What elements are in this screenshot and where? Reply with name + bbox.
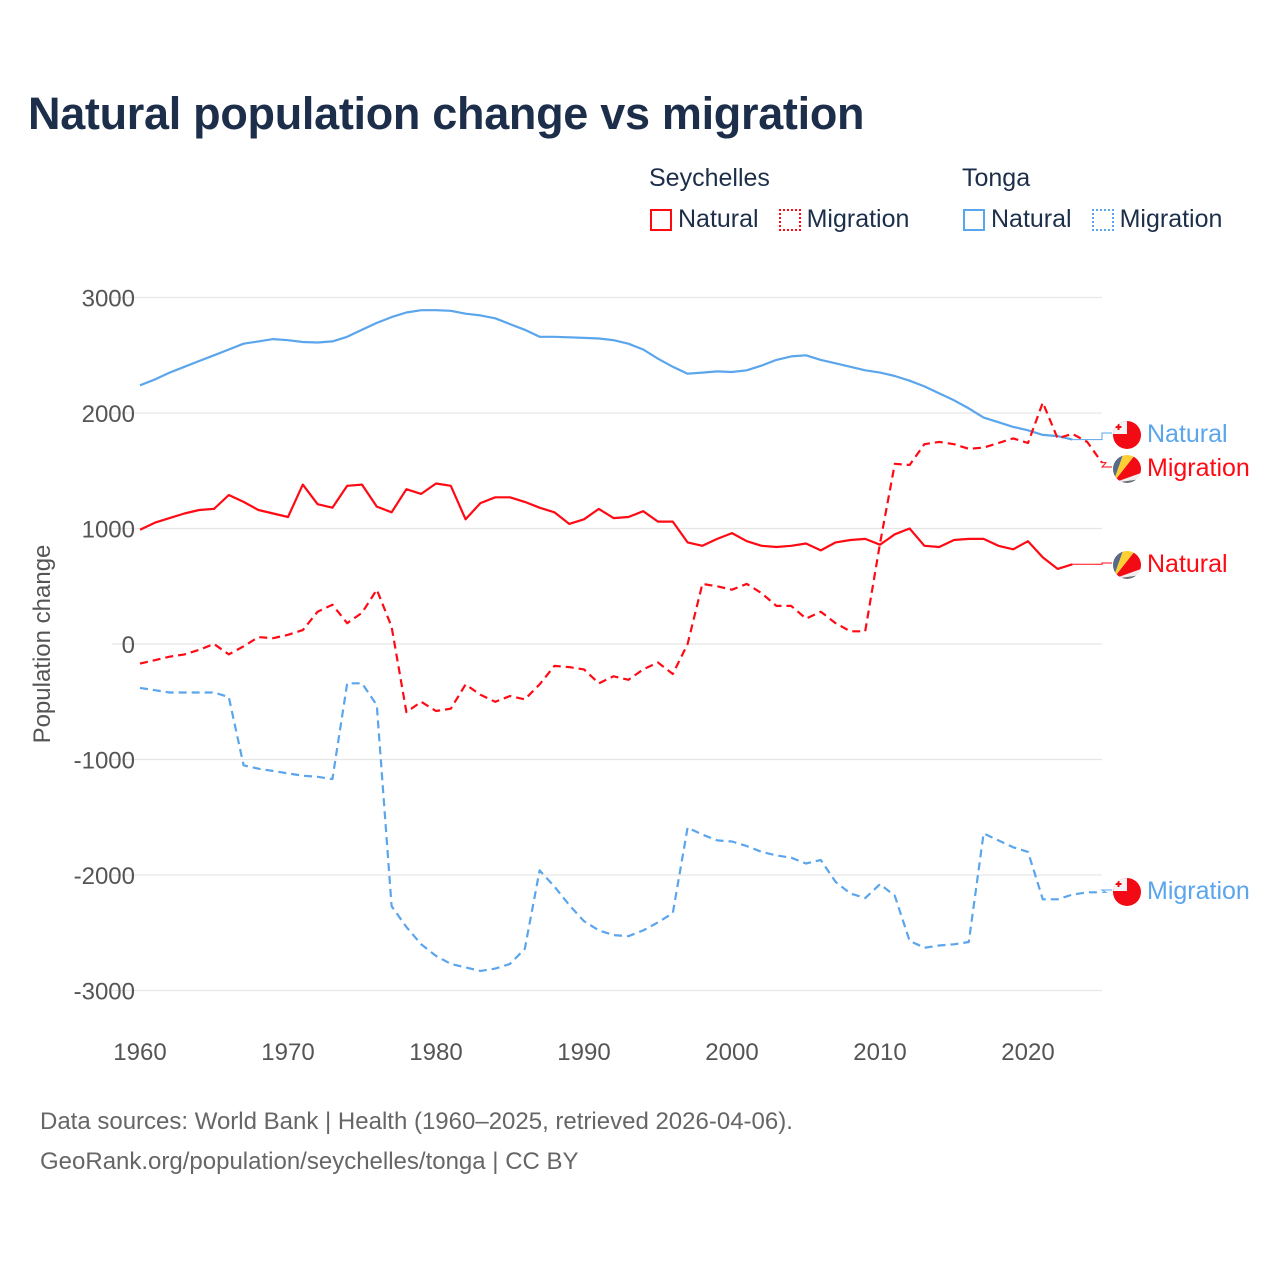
end-label: Natural xyxy=(1147,550,1228,578)
legend-swatch-dotted xyxy=(1091,208,1114,231)
x-tick-label: 1960 xyxy=(113,1039,166,1066)
legend-label: Natural xyxy=(991,205,1072,233)
y-tick-label: 2000 xyxy=(82,401,135,428)
series-line-seychelles-natural xyxy=(139,482,1073,570)
flag-cross xyxy=(1115,881,1122,887)
x-axis-ticks: 1960 1970 1980 1990 2000 2010 2020 xyxy=(113,1039,1054,1066)
legend-label: Natural xyxy=(678,205,759,233)
end-label-connector xyxy=(1100,889,1112,893)
flag-body xyxy=(1113,455,1141,483)
end-label: Migration xyxy=(1147,454,1250,482)
flag-body xyxy=(1113,551,1141,579)
y-tick-label: 1000 xyxy=(82,517,135,544)
legend-seychelles-migration[interactable]: Migration xyxy=(778,205,910,234)
series-lines xyxy=(139,309,1103,972)
x-tick-label: 2010 xyxy=(853,1039,906,1066)
legend-tonga-migration[interactable]: Migration xyxy=(1091,205,1223,234)
end-label: Migration xyxy=(1147,877,1250,905)
y-tick-label: -2000 xyxy=(74,863,135,890)
legend-swatch-dotted xyxy=(778,208,801,231)
legend-swatch-solid xyxy=(650,208,672,231)
legend-tonga: Natural Migration xyxy=(963,205,1222,234)
legend-group-seychelles: Seychelles xyxy=(649,164,770,192)
x-tick-label: 2020 xyxy=(1001,1039,1054,1066)
flag-body xyxy=(1113,421,1141,449)
flag-red xyxy=(1113,455,1141,483)
x-tick-label: 1980 xyxy=(409,1039,462,1066)
flag-body xyxy=(1113,878,1141,906)
seychelles-flag-icon xyxy=(1113,455,1141,483)
y-tick-label: -3000 xyxy=(74,979,135,1006)
series-line-tonga-migration xyxy=(139,682,1102,972)
source-line-1: Data sources: World Bank | Health (1960–… xyxy=(40,1108,793,1135)
legend-label: Migration xyxy=(806,205,910,233)
tonga-flag-icon xyxy=(1113,878,1141,906)
series-line-seychelles-migration xyxy=(139,401,1103,714)
x-tick-label: 1990 xyxy=(557,1039,610,1066)
gridlines xyxy=(112,296,1102,992)
end-label-connector xyxy=(1072,562,1112,565)
tonga-flag-icon xyxy=(1113,421,1141,449)
series-line-tonga-natural xyxy=(139,309,1073,441)
y-axis-label: Population change xyxy=(29,545,56,744)
chart-title: Natural population change vs migration xyxy=(28,88,865,139)
legend-swatch-solid xyxy=(963,208,985,231)
legend-tonga-natural[interactable]: Natural xyxy=(963,205,1072,234)
legend-label: Migration xyxy=(1119,205,1223,233)
y-axis-ticks: 3000 2000 1000 0 -1000 -2000 -3000 xyxy=(74,286,135,1006)
end-labels: Natural Migration Natural Migration xyxy=(1072,420,1250,906)
y-tick-label: -1000 xyxy=(74,748,135,775)
legend-group-tonga: Tonga xyxy=(962,164,1031,192)
end-label: Natural xyxy=(1147,420,1228,448)
source-line-2: GeoRank.org/population/seychelles/tonga … xyxy=(40,1148,579,1175)
legend-seychelles-natural[interactable]: Natural xyxy=(650,205,759,234)
flag-cross xyxy=(1115,424,1122,430)
legend-seychelles: Natural Migration xyxy=(650,205,909,234)
seychelles-flag-icon xyxy=(1113,551,1141,579)
end-label-connector xyxy=(1072,432,1112,441)
y-tick-label: 0 xyxy=(122,632,135,659)
y-tick-label: 3000 xyxy=(82,286,135,313)
end-label-connector xyxy=(1100,462,1112,468)
flag-red xyxy=(1113,551,1141,579)
x-tick-label: 1970 xyxy=(261,1039,314,1066)
x-tick-label: 2000 xyxy=(705,1039,758,1066)
